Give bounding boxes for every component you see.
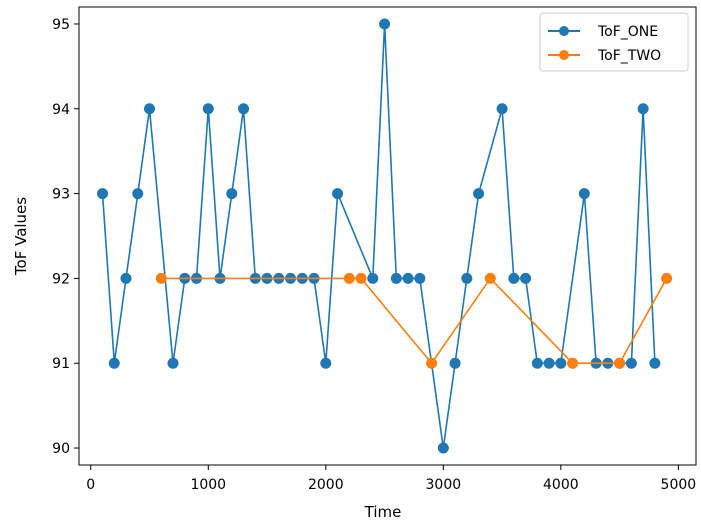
- data-point-tof-one: [238, 103, 250, 115]
- legend-label-tof-one: ToF_ONE: [597, 24, 658, 40]
- plot-frame: [78, 6, 697, 466]
- data-point-tof-one: [531, 357, 543, 369]
- y-tick-label: 93: [52, 187, 70, 203]
- x-axis-ticks: 0 1000 2000 3000 4000 5000: [86, 465, 696, 493]
- y-tick-label: 92: [52, 271, 70, 287]
- data-point-tof-two: [343, 272, 355, 284]
- data-point-tof-one: [390, 272, 402, 284]
- data-point-tof-two: [567, 357, 579, 369]
- data-point-tof-one: [496, 103, 508, 115]
- y-axis-ticks: 90 91 92 93 94 95: [52, 17, 79, 457]
- x-tick-label: 1000: [190, 477, 226, 493]
- data-point-tof-one: [226, 188, 238, 200]
- y-tick-label: 91: [52, 356, 70, 372]
- data-point-tof-one: [167, 357, 179, 369]
- data-point-tof-two: [484, 272, 496, 284]
- data-point-tof-two: [155, 272, 167, 284]
- data-point-tof-one: [461, 272, 473, 284]
- legend: ToF_ONE ToF_TWO: [539, 12, 689, 72]
- data-point-tof-one: [625, 357, 637, 369]
- legend-marker-tof-two: [559, 50, 569, 60]
- x-tick-label: 2000: [308, 477, 344, 493]
- data-point-tof-one: [637, 103, 649, 115]
- data-point-tof-two: [661, 272, 673, 284]
- x-tick-label: 5000: [661, 477, 697, 493]
- x-tick-label: 3000: [426, 477, 462, 493]
- data-point-tof-one: [320, 357, 332, 369]
- data-point-tof-two: [426, 357, 438, 369]
- data-point-tof-one: [473, 188, 485, 200]
- x-axis-label: Time: [364, 503, 402, 521]
- data-point-tof-one: [332, 188, 344, 200]
- y-axis-label: ToF Values: [12, 197, 30, 276]
- series-line-tof-one: [101, 23, 656, 449]
- data-point-tof-one: [367, 272, 379, 284]
- data-point-tof-one: [520, 272, 532, 284]
- y-tick-label: 90: [52, 441, 70, 457]
- data-point-tof-one: [120, 272, 132, 284]
- data-point-tof-one: [132, 188, 144, 200]
- legend-box: [539, 12, 689, 72]
- series-layer: [97, 18, 673, 454]
- legend-marker-tof-one: [559, 26, 569, 36]
- data-point-tof-one: [97, 188, 109, 200]
- data-point-tof-one: [449, 357, 461, 369]
- y-tick-label: 95: [52, 17, 70, 33]
- data-point-tof-one: [543, 357, 555, 369]
- y-tick-label: 94: [52, 102, 70, 118]
- x-tick-label: 4000: [543, 477, 579, 493]
- legend-label-tof-two: ToF_TWO: [597, 48, 661, 64]
- data-point-tof-one: [649, 357, 661, 369]
- x-tick-label: 0: [86, 477, 95, 493]
- data-point-tof-one: [578, 188, 590, 200]
- data-point-tof-one: [108, 357, 120, 369]
- data-point-tof-one: [508, 272, 520, 284]
- data-point-tof-one: [202, 103, 214, 115]
- data-point-tof-two: [355, 272, 367, 284]
- data-point-tof-one: [144, 103, 156, 115]
- data-point-tof-one: [414, 272, 426, 284]
- data-point-tof-one: [555, 357, 567, 369]
- data-point-tof-one: [402, 272, 414, 284]
- data-point-tof-two: [614, 357, 626, 369]
- data-point-tof-one: [379, 18, 391, 30]
- data-point-tof-one: [437, 442, 449, 454]
